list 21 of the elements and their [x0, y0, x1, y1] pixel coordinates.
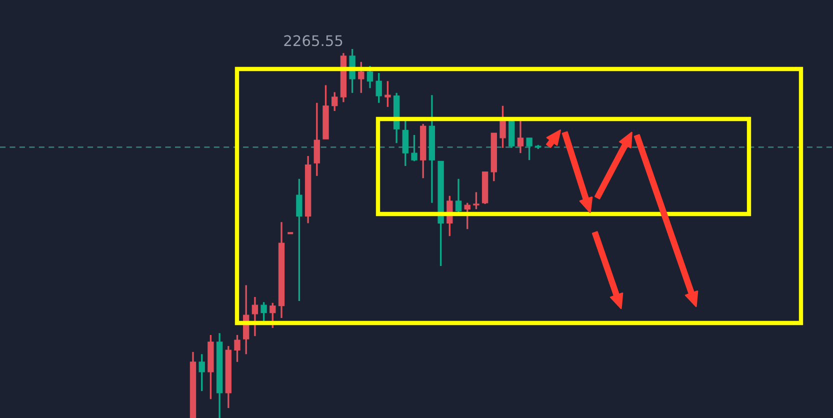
candlestick	[332, 91, 338, 112]
candlestick	[455, 178, 462, 214]
candlestick	[464, 202, 470, 230]
candlestick	[517, 119, 524, 154]
candlestick	[473, 191, 480, 210]
candlestick	[296, 178, 302, 302]
candlestick	[411, 134, 418, 162]
candlestick	[270, 302, 276, 329]
candlestick	[366, 65, 374, 89]
candlestick	[252, 296, 258, 337]
candlestick	[314, 102, 320, 177]
candlestick	[234, 334, 240, 363]
candlestick	[376, 72, 382, 104]
text: 2265.55	[284, 35, 342, 46]
candlestick	[198, 353, 205, 392]
candlestick	[402, 120, 408, 167]
candlestick	[384, 80, 391, 108]
candlestick	[500, 104, 506, 149]
candlestick	[358, 61, 364, 94]
candlestick	[526, 137, 532, 161]
candlestick	[260, 301, 267, 324]
